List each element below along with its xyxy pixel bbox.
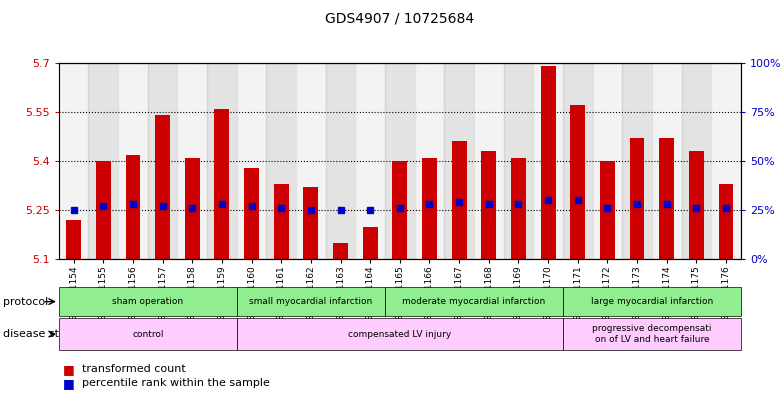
Bar <box>541 66 556 259</box>
Bar <box>147 63 177 259</box>
Bar <box>363 227 378 259</box>
Bar <box>711 63 741 259</box>
Bar <box>659 138 674 259</box>
Bar <box>503 63 533 259</box>
Bar <box>593 63 622 259</box>
Bar <box>185 158 200 259</box>
Bar <box>355 63 385 259</box>
Bar <box>481 151 496 259</box>
Bar <box>652 63 681 259</box>
Bar <box>452 141 466 259</box>
Bar <box>177 63 207 259</box>
Bar <box>207 63 237 259</box>
Text: ■: ■ <box>63 376 74 390</box>
Bar <box>385 63 415 259</box>
Bar <box>244 168 259 259</box>
Bar <box>296 63 325 259</box>
Bar <box>563 63 593 259</box>
Bar <box>89 63 118 259</box>
Bar <box>96 161 111 259</box>
Bar <box>689 151 704 259</box>
Text: compensated LV injury: compensated LV injury <box>348 330 452 338</box>
Bar <box>237 63 267 259</box>
Bar <box>303 187 318 259</box>
Text: moderate myocardial infarction: moderate myocardial infarction <box>402 297 546 306</box>
Text: disease state: disease state <box>3 329 77 339</box>
Bar <box>118 63 147 259</box>
Bar <box>719 184 734 259</box>
Text: protocol: protocol <box>3 297 48 307</box>
Bar <box>570 105 585 259</box>
Bar <box>630 138 644 259</box>
Bar <box>155 115 170 259</box>
Bar <box>66 220 81 259</box>
Bar <box>274 184 289 259</box>
Text: large myocardial infarction: large myocardial infarction <box>591 297 713 306</box>
Text: percentile rank within the sample: percentile rank within the sample <box>82 378 270 388</box>
Bar <box>333 243 348 259</box>
Text: small myocardial infarction: small myocardial infarction <box>249 297 372 306</box>
Bar <box>215 109 229 259</box>
Bar <box>415 63 445 259</box>
Bar <box>267 63 296 259</box>
Text: control: control <box>132 330 164 338</box>
Bar <box>511 158 526 259</box>
Text: sham operation: sham operation <box>112 297 183 306</box>
Bar <box>622 63 652 259</box>
Bar <box>681 63 711 259</box>
Text: ■: ■ <box>63 363 74 376</box>
Text: GDS4907 / 10725684: GDS4907 / 10725684 <box>325 12 474 26</box>
Bar <box>474 63 503 259</box>
Bar <box>533 63 563 259</box>
Bar <box>59 63 89 259</box>
Bar <box>393 161 407 259</box>
Bar <box>422 158 437 259</box>
Text: transformed count: transformed count <box>82 364 186 375</box>
Bar <box>445 63 474 259</box>
Bar <box>125 154 140 259</box>
Text: progressive decompensati
on of LV and heart failure: progressive decompensati on of LV and he… <box>592 324 712 344</box>
Bar <box>600 161 615 259</box>
Bar <box>325 63 355 259</box>
